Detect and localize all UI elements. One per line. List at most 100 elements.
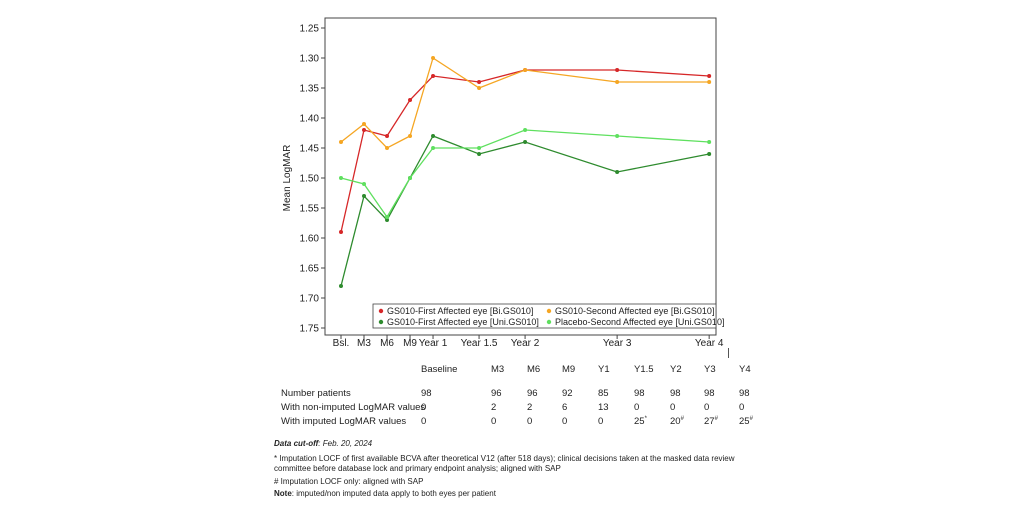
y-tick-label: 1.40 [300,114,320,125]
legend-label-0: GS010-First Affected eye [Bi.GS010] [387,306,533,316]
table-cell: 98 [704,388,715,399]
cell-value: 25 [634,416,645,428]
row-label: With non-imputed LogMAR values [281,402,426,413]
general-note: Note: imputed/non imputed data apply to … [274,489,496,499]
cutoff-label: Data cut-off [274,439,319,448]
data-point [615,170,620,174]
x-tick-label: Year 1.5 [461,338,498,349]
x-axis: Bsl. M3 M6 M9 Year 1 Year 1.5 Year 2 Year 3 Year… [333,335,724,349]
data-point [615,134,620,138]
table-header: Y3 [704,364,716,375]
y-tick-label: 1.35 [300,84,320,95]
y-axis: 1.25 1.30 1.35 1.40 1.45 1.50 1.55 1.60 1.65 1.70… [300,24,325,335]
x-tick-label: Year 1 [419,338,448,349]
table-cell: 2 [491,402,497,413]
data-point [707,80,712,84]
x-tick-label: Bsl. [333,338,350,349]
data-point [385,215,390,219]
table-cell: 0 [421,402,427,413]
legend-marker-0 [378,308,384,314]
table-header: Y1 [598,364,610,375]
table-cell: 25# [739,416,753,427]
table-cell: 0 [562,416,568,427]
y-tick-label: 1.30 [300,54,320,65]
table-cell: 98 [421,388,432,399]
data-point [385,134,390,138]
data-point [477,146,482,150]
table-header: Y2 [670,364,682,375]
data-point [707,74,712,78]
data-point [431,74,436,78]
cutoff-value: : Feb. 20, 2024 [318,439,373,448]
data-point [362,182,367,186]
data-point [431,56,436,60]
table-header: M3 [491,364,505,375]
note-line: committee before database lock and prima… [274,464,561,473]
x-tick-label: Year 3 [603,338,632,349]
table-cell: 96 [527,388,538,399]
table-cell: 0 [421,416,427,427]
note-line: * Imputation LOCF of first available BCV… [274,454,735,463]
legend-label-2: GS010-First Affected eye [Uni.GS010] [387,317,539,327]
y-tick-label: 1.45 [300,144,320,155]
data-point [385,218,390,222]
table-cell: 0 [491,416,497,427]
series-line-0 [340,69,710,233]
imputation-star-note: * Imputation LOCF of first available BCV… [274,454,735,474]
table-header: M9 [562,364,576,375]
cell-mark: # [680,416,684,422]
data-point [408,176,413,180]
note-label: Note [274,489,292,498]
y-tick-label: 1.70 [300,294,320,305]
x-tick-label: Year 4 [695,338,724,349]
data-point [362,128,367,132]
table-cell: 0 [527,416,533,427]
legend-label-1: GS010-Second Affected eye [Bi.GS010] [555,306,714,316]
y-tick-label: 1.60 [300,234,320,245]
data-point [523,140,528,144]
separator-mark [728,348,729,358]
imputation-hash-note: # Imputation LOCF only: aligned with SAP [274,477,424,486]
table-cell: 98 [739,388,750,399]
y-tick-label: 1.75 [300,324,320,335]
table-cell: 0 [670,402,676,413]
cell-value: 27 [704,416,715,428]
data-point [408,98,413,102]
y-tick-label: 1.25 [300,24,320,35]
table-cell: 27# [704,416,718,427]
row-label: Number patients [281,388,351,399]
data-point [362,194,367,198]
table-cell: 20# [670,416,684,427]
legend-label-3: Placebo-Second Affected eye [Uni.GS010] [555,317,724,327]
series-line-2 [340,135,710,287]
data-point [339,140,343,144]
table-cell: 25* [634,416,647,427]
table-header: Baseline [421,364,458,375]
cutoff-note: Data cut-off: Feb. 20, 2024 [274,439,372,449]
data-point [477,86,482,90]
data-point [707,140,712,144]
table-cell: 0 [634,402,640,413]
data-point [339,230,343,234]
table-cell: 2 [527,402,533,413]
table-header: Y4 [739,364,751,375]
data-point [408,134,413,138]
data-point [615,80,620,84]
data-point [707,152,712,156]
x-tick-label: M9 [403,338,417,349]
row-label: With imputed LogMAR values [281,416,407,427]
cell-mark: # [749,416,753,422]
legend-box [372,303,717,329]
table-cell: 92 [562,388,573,399]
table-header: M6 [527,364,541,375]
table-header: Y1.5 [634,364,654,375]
plot-frame [324,17,717,336]
x-tick-label: M3 [357,338,371,349]
series-layer [339,56,712,288]
cell-mark: * [644,416,647,422]
table-cell: 96 [491,388,502,399]
data-point [339,284,343,288]
data-point [339,176,343,180]
table-cell: 98 [670,388,681,399]
table-cell: 85 [598,388,609,399]
